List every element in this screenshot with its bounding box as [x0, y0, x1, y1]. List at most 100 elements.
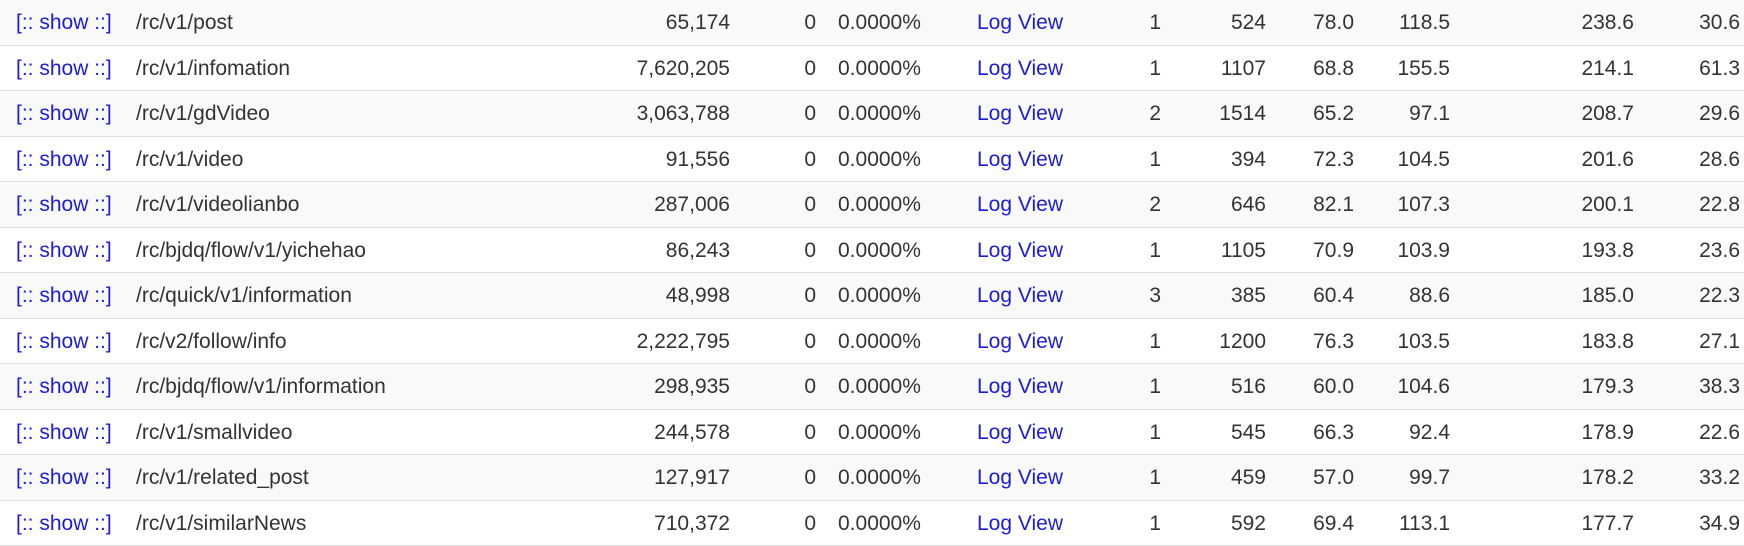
p95-cell: 99.7 — [1409, 455, 1450, 500]
p999-cell: 201.6 — [1581, 137, 1634, 182]
failure-percent-cell: 0.0000% — [838, 501, 921, 546]
url-cell: /rc/v1/related_post — [136, 455, 309, 500]
avg-cell: 66.3 — [1313, 410, 1354, 455]
table-row: [:: show ::] /rc/bjdq/flow/v1/information… — [0, 364, 1744, 410]
log-view-link[interactable]: Log View — [977, 182, 1063, 227]
max-cell: 1200 — [1219, 319, 1266, 364]
std-cell: 38.3 — [1699, 364, 1740, 409]
std-cell: 61.3 — [1699, 46, 1740, 91]
failure-percent-cell: 0.0000% — [838, 455, 921, 500]
max-cell: 516 — [1231, 364, 1266, 409]
log-view-link[interactable]: Log View — [977, 319, 1063, 364]
max-cell: 524 — [1231, 0, 1266, 45]
min-cell: 1 — [1149, 364, 1161, 409]
url-cell: /rc/bjdq/flow/v1/information — [136, 364, 386, 409]
min-cell: 2 — [1149, 182, 1161, 227]
show-link[interactable]: [:: show ::] — [16, 228, 112, 273]
avg-cell: 60.0 — [1313, 364, 1354, 409]
log-view-link[interactable]: Log View — [977, 364, 1063, 409]
failure-percent-cell: 0.0000% — [838, 137, 921, 182]
p95-cell: 92.4 — [1409, 410, 1450, 455]
count-cell: 86,243 — [666, 228, 730, 273]
p999-cell: 185.0 — [1581, 273, 1634, 318]
avg-cell: 68.8 — [1313, 46, 1354, 91]
min-cell: 3 — [1149, 273, 1161, 318]
std-cell: 22.8 — [1699, 182, 1740, 227]
failure-cell: 0 — [804, 410, 816, 455]
p95-cell: 104.5 — [1397, 137, 1450, 182]
failure-percent-cell: 0.0000% — [838, 91, 921, 136]
show-link[interactable]: [:: show ::] — [16, 364, 112, 409]
std-cell: 22.6 — [1699, 410, 1740, 455]
show-link[interactable]: [:: show ::] — [16, 273, 112, 318]
log-view-link[interactable]: Log View — [977, 455, 1063, 500]
std-cell: 29.6 — [1699, 91, 1740, 136]
max-cell: 646 — [1231, 182, 1266, 227]
show-link[interactable]: [:: show ::] — [16, 91, 112, 136]
log-view-link[interactable]: Log View — [977, 501, 1063, 546]
count-cell: 7,620,205 — [637, 46, 730, 91]
p95-cell: 103.5 — [1397, 319, 1450, 364]
log-view-link[interactable]: Log View — [977, 46, 1063, 91]
avg-cell: 60.4 — [1313, 273, 1354, 318]
std-cell: 22.3 — [1699, 273, 1740, 318]
p999-cell: 178.2 — [1581, 455, 1634, 500]
show-link[interactable]: [:: show ::] — [16, 501, 112, 546]
p999-cell: 179.3 — [1581, 364, 1634, 409]
count-cell: 65,174 — [666, 0, 730, 45]
failure-percent-cell: 0.0000% — [838, 0, 921, 45]
min-cell: 1 — [1149, 410, 1161, 455]
min-cell: 1 — [1149, 455, 1161, 500]
max-cell: 592 — [1231, 501, 1266, 546]
count-cell: 287,006 — [654, 182, 730, 227]
avg-cell: 76.3 — [1313, 319, 1354, 364]
log-view-link[interactable]: Log View — [977, 0, 1063, 45]
p95-cell: 113.1 — [1399, 501, 1450, 546]
show-link[interactable]: [:: show ::] — [16, 319, 112, 364]
failure-cell: 0 — [804, 228, 816, 273]
show-link[interactable]: [:: show ::] — [16, 410, 112, 455]
max-cell: 459 — [1231, 455, 1266, 500]
p95-cell: 155.5 — [1397, 46, 1450, 91]
max-cell: 1514 — [1219, 91, 1266, 136]
log-view-link[interactable]: Log View — [977, 91, 1063, 136]
avg-cell: 70.9 — [1313, 228, 1354, 273]
log-view-link[interactable]: Log View — [977, 410, 1063, 455]
url-cell: /rc/v2/follow/info — [136, 319, 287, 364]
show-link[interactable]: [:: show ::] — [16, 182, 112, 227]
url-cell: /rc/v1/gdVideo — [136, 91, 270, 136]
p999-cell: 183.8 — [1581, 319, 1634, 364]
url-cell: /rc/v1/video — [136, 137, 243, 182]
avg-cell: 65.2 — [1313, 91, 1354, 136]
url-cell: /rc/v1/similarNews — [136, 501, 306, 546]
failure-cell: 0 — [804, 137, 816, 182]
log-view-link[interactable]: Log View — [977, 273, 1063, 318]
log-view-link[interactable]: Log View — [977, 137, 1063, 182]
max-cell: 385 — [1231, 273, 1266, 318]
avg-cell: 72.3 — [1313, 137, 1354, 182]
failure-percent-cell: 0.0000% — [838, 46, 921, 91]
min-cell: 1 — [1149, 46, 1161, 91]
min-cell: 1 — [1149, 228, 1161, 273]
failure-cell: 0 — [804, 364, 816, 409]
show-link[interactable]: [:: show ::] — [16, 455, 112, 500]
p95-cell: 104.6 — [1397, 364, 1450, 409]
show-link[interactable]: [:: show ::] — [16, 46, 112, 91]
failure-cell: 0 — [804, 319, 816, 364]
url-cell: /rc/v1/infomation — [136, 46, 290, 91]
avg-cell: 78.0 — [1313, 0, 1354, 45]
log-view-link[interactable]: Log View — [977, 228, 1063, 273]
url-cell: /rc/v1/videolianbo — [136, 182, 299, 227]
min-cell: 1 — [1149, 319, 1161, 364]
failure-cell: 0 — [804, 273, 816, 318]
show-link[interactable]: [:: show ::] — [16, 137, 112, 182]
std-cell: 30.6 — [1699, 0, 1740, 45]
p95-cell: 97.1 — [1409, 91, 1450, 136]
show-link[interactable]: [:: show ::] — [16, 0, 112, 45]
failure-percent-cell: 0.0000% — [838, 273, 921, 318]
